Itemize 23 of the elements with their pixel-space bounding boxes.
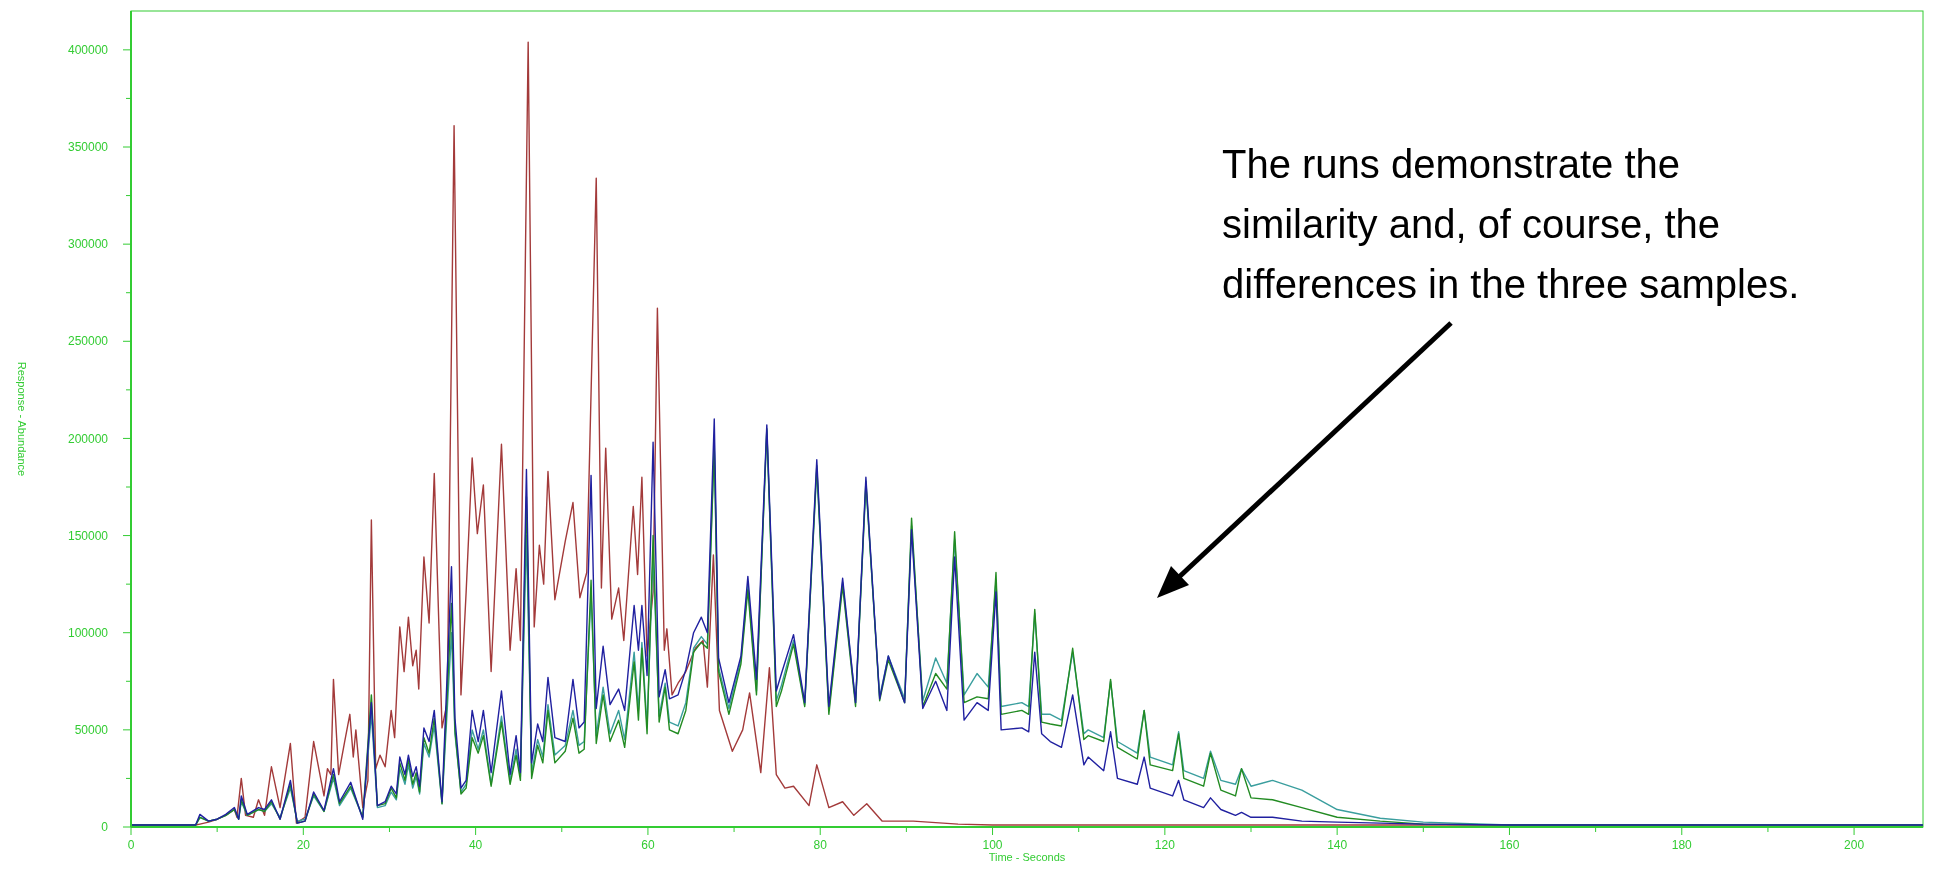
x-tick-label: 200	[1844, 838, 1865, 852]
x-tick-label: 0	[127, 838, 135, 852]
y-tick-label: 300000	[67, 237, 109, 252]
x-tick-label: 60	[641, 838, 655, 852]
x-tick-label: 40	[468, 838, 483, 852]
x-tick-label: 20	[296, 838, 311, 852]
x-tick-label: 80	[813, 838, 828, 852]
x-axis-title: Time - Seconds	[988, 851, 1066, 863]
y-tick-label: 350000	[67, 140, 109, 155]
y-axis-title: Response - Abundance	[16, 361, 28, 477]
y-tick-label: 200000	[67, 431, 109, 446]
y-tick-label: 50000	[74, 723, 109, 738]
y-tick-label: 150000	[67, 528, 109, 543]
x-tick-label: 120	[1154, 838, 1176, 852]
y-tick-label: 250000	[67, 334, 109, 349]
x-tick-label: 160	[1499, 838, 1520, 852]
y-tick-label: 400000	[67, 43, 109, 58]
annotation: The runs demonstrate the similarity and, of course, the differences in the three samples.	[1222, 142, 1800, 306]
y-tick-label: 0	[101, 820, 109, 835]
y-tick-label: 100000	[67, 625, 109, 640]
x-tick-label: 180	[1671, 838, 1693, 852]
x-tick-label: 140	[1327, 838, 1348, 852]
x-tick-label: 100	[982, 838, 1003, 852]
